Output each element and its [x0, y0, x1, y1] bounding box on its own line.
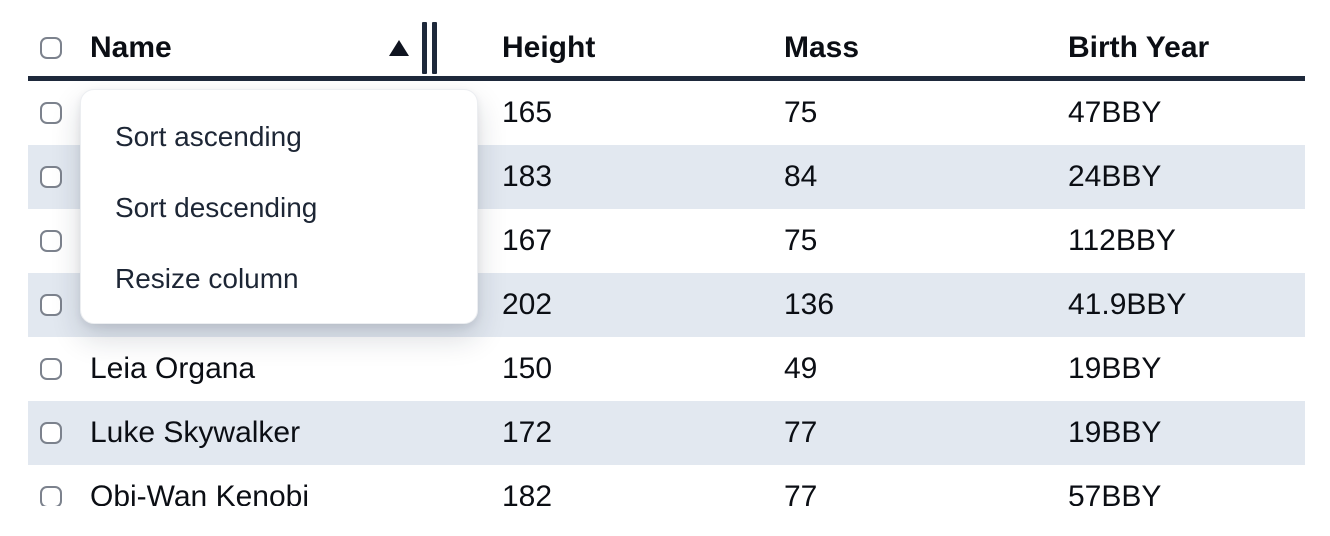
select-all-cell: [28, 37, 90, 59]
table-header-row: Name Height Mass Birth Year: [28, 20, 1305, 81]
cell-mass: 75: [784, 224, 818, 257]
table-row: Obi-Wan Kenobi 182 77 57BBY: [28, 465, 1305, 506]
resize-bar-icon: [422, 22, 427, 74]
sort-ascending-icon: [389, 40, 409, 56]
cell-height: 202: [502, 288, 553, 321]
column-resize-handle[interactable]: [422, 22, 437, 74]
resize-bar-icon: [432, 22, 437, 74]
cell-height: 165: [502, 96, 553, 129]
menu-item-sort-ascending[interactable]: Sort ascending: [115, 120, 302, 152]
table-row: 167 75 112BBY: [28, 209, 1305, 273]
cell-mass: 84: [784, 160, 818, 193]
cell-mass: 77: [784, 480, 818, 506]
cell-mass: 136: [784, 288, 835, 321]
row-checkbox[interactable]: [40, 102, 62, 124]
table-row: Luke Skywalker 172 77 19BBY: [28, 401, 1305, 465]
select-all-checkbox[interactable]: [40, 37, 62, 59]
column-header-birth-year[interactable]: Birth Year: [1068, 31, 1210, 64]
table-row: 165 75 47BBY: [28, 81, 1305, 145]
row-checkbox[interactable]: [40, 294, 62, 316]
cell-birth-year: 24BBY: [1068, 160, 1162, 193]
cell-height: 182: [502, 480, 553, 506]
row-checkbox[interactable]: [40, 358, 62, 380]
column-header-mass[interactable]: Mass: [784, 31, 860, 64]
row-checkbox[interactable]: [40, 166, 62, 188]
row-checkbox[interactable]: [40, 422, 62, 444]
cell-name: Obi-Wan Kenobi: [90, 480, 309, 506]
row-checkbox[interactable]: [40, 486, 62, 506]
cell-height: 167: [502, 224, 553, 257]
cell-birth-year: 112BBY: [1068, 224, 1176, 257]
cell-height: 150: [502, 352, 553, 385]
column-header-name[interactable]: Name: [90, 20, 474, 76]
cell-height: 172: [502, 416, 553, 449]
cell-mass: 77: [784, 416, 818, 449]
cell-birth-year: 57BBY: [1068, 480, 1162, 506]
column-header-height[interactable]: Height: [502, 31, 596, 64]
cell-birth-year: 41.9BBY: [1068, 288, 1187, 321]
column-header-name-label: Name: [90, 31, 172, 64]
cell-height: 183: [502, 160, 553, 193]
row-checkbox[interactable]: [40, 230, 62, 252]
cell-mass: 49: [784, 352, 818, 385]
table-row: Leia Organa 150 49 19BBY: [28, 337, 1305, 401]
cell-mass: 75: [784, 96, 818, 129]
cell-birth-year: 47BBY: [1068, 96, 1162, 129]
menu-item-resize-column[interactable]: Resize column: [115, 262, 299, 294]
menu-item-sort-descending[interactable]: Sort descending: [115, 191, 318, 223]
cell-birth-year: 19BBY: [1068, 416, 1162, 449]
cell-name: Luke Skywalker: [90, 416, 301, 449]
cell-name: Leia Organa: [90, 352, 256, 385]
column-header-menu: Sort ascending Sort descending Resize co…: [80, 89, 478, 324]
cell-birth-year: 19BBY: [1068, 352, 1162, 385]
